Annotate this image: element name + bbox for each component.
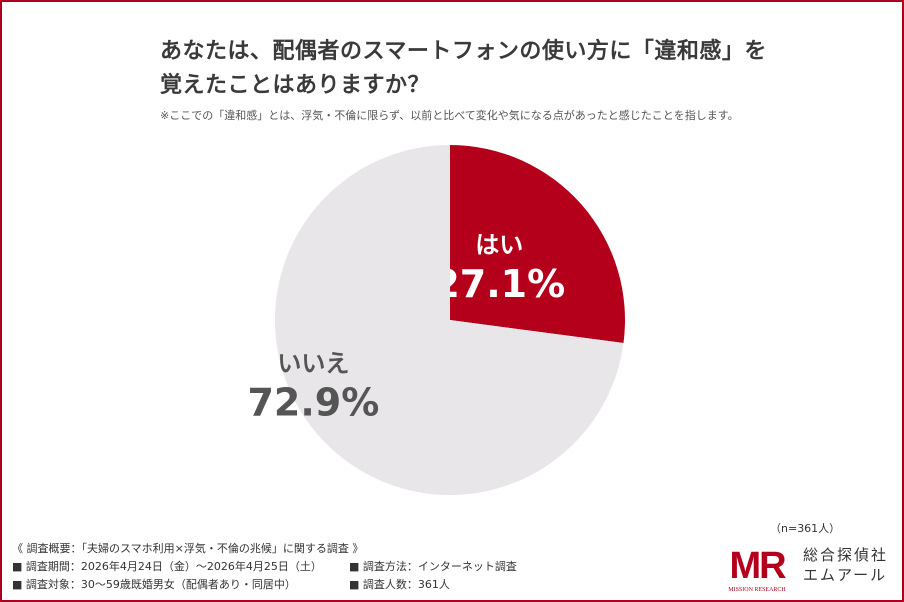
company-name-line2: エムアール xyxy=(803,566,888,584)
chart-title-line2: 覚えたことはありますか？ xyxy=(160,73,431,98)
survey-period: ■ 調査期間：2026年4月24日（金）〜2026年4月25日（土） xyxy=(12,560,322,573)
chart-title-line1: あなたは、配偶者のスマートフォンの使い方に「違和感」を xyxy=(160,39,767,64)
survey-overview: 《 調査概要：「夫婦のスマホ利用×浮気・不倫の兆候」に関する調査 》 ■ 調査期… xyxy=(12,540,572,594)
definition-note: ※ここでの「違和感」とは、浮気・不倫に限らず、以前と比べて変化や気になる点があっ… xyxy=(160,109,739,122)
slice-label-no: いいえ xyxy=(277,349,349,377)
survey-method: ■ 調査方法：インターネット調査 xyxy=(349,560,517,573)
survey-overview-title: 《 調査概要：「夫婦のスマホ利用×浮気・不倫の兆候」に関する調査 》 xyxy=(12,542,364,555)
survey-target-row: ■ 調査対象：30〜59歳既婚男女（配偶者あり・同居中） ■ 調査人数：361人 xyxy=(12,576,572,594)
logo-subtitle: MISSION RESEARCH xyxy=(728,587,786,593)
survey-count: ■ 調査人数：361人 xyxy=(349,578,450,591)
mr-logo-icon: MR MISSION RESEARCH xyxy=(728,545,788,593)
sample-size: （n=361人） xyxy=(770,522,841,535)
slice-label-yes: はい xyxy=(475,231,523,259)
slice-value-no: 72.9% xyxy=(247,380,379,424)
slice-value-yes: 27.1% xyxy=(433,262,565,306)
logo-mark: MR xyxy=(729,545,786,587)
pie-slice-yes xyxy=(450,145,625,344)
survey-target: ■ 調査対象：30〜59歳既婚男女（配偶者あり・同居中） xyxy=(12,578,296,591)
survey-period-row: ■ 調査期間：2026年4月24日（金）〜2026年4月25日（土） ■ 調査方… xyxy=(12,558,572,576)
pie-slice-no xyxy=(275,145,624,495)
company-name-line1: 総合探偵社 xyxy=(803,546,889,564)
company-name: 総合探偵社 エムアール xyxy=(803,545,898,585)
chart-title: あなたは、配偶者のスマートフォンの使い方に「違和感」を 覚えたことはありますか？ xyxy=(160,35,840,103)
